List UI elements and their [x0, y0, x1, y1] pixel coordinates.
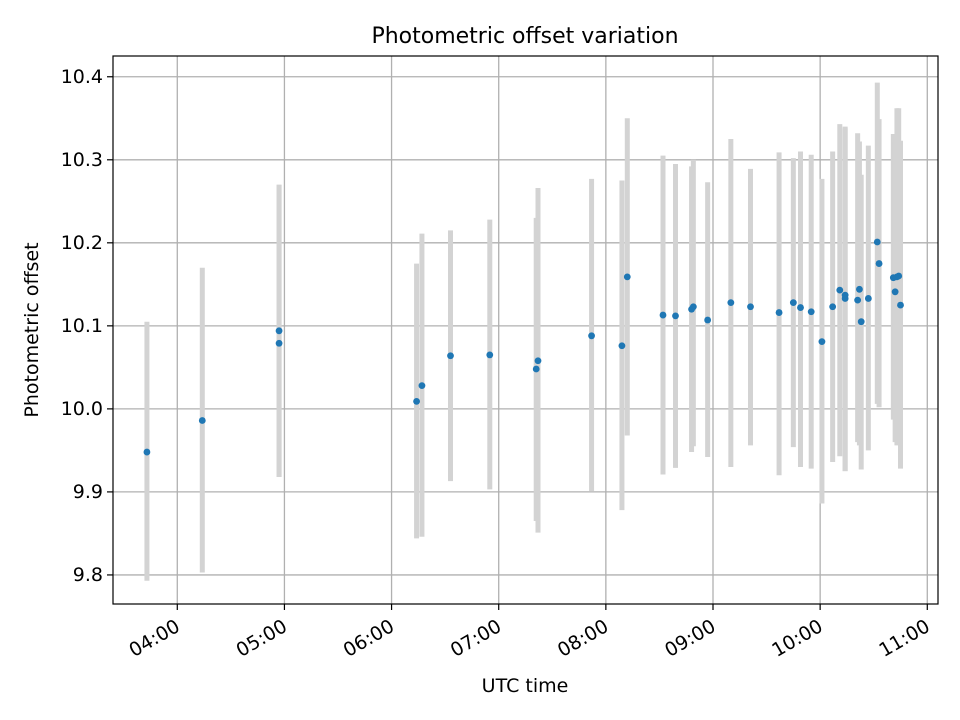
data-point [623, 273, 631, 281]
data-point [895, 272, 903, 280]
data-point [659, 311, 667, 319]
data-point [891, 288, 899, 296]
data-point [775, 309, 783, 316]
data-point [829, 303, 837, 311]
y-axis-ticks: 9.8 9.9 10.0 10.1 10.2 10.3 10.4 [61, 66, 113, 586]
y-tick-label: 10.1 [61, 315, 103, 337]
y-tick-label: 10.2 [61, 232, 103, 254]
data-point [856, 285, 863, 293]
data-point [897, 301, 904, 309]
data-point [588, 332, 595, 340]
data-point [447, 352, 454, 360]
data-point [418, 382, 426, 390]
data-point [618, 342, 626, 350]
y-tick-label: 10.4 [61, 66, 103, 88]
plot-frame [112, 55, 939, 605]
data-point [486, 351, 494, 359]
data-point [198, 417, 206, 424]
data-point [873, 238, 881, 246]
data-point [672, 312, 679, 320]
data-point [413, 398, 420, 405]
data-point [841, 291, 849, 299]
data-point [864, 295, 872, 302]
data-point [789, 299, 797, 306]
data-point [797, 304, 804, 311]
data-point [854, 296, 862, 304]
data-point [689, 303, 697, 311]
data-point [836, 286, 844, 294]
data-point [275, 339, 283, 347]
data-points [143, 238, 904, 456]
data-point [747, 303, 754, 311]
x-axis-title: UTC time [482, 675, 569, 697]
data-point [818, 338, 826, 346]
chart-title: Photometric offset variation [371, 24, 678, 49]
y-tick-label: 10.3 [61, 149, 103, 171]
data-point [532, 365, 540, 373]
y-tick-label: 9.9 [73, 481, 103, 503]
data-point [875, 260, 883, 267]
data-point [275, 327, 283, 335]
y-tick-label: 10.0 [61, 398, 103, 420]
data-point [143, 448, 151, 456]
y-axis-title: Photometric offset [21, 242, 43, 417]
data-point [704, 316, 712, 324]
data-point [727, 299, 735, 306]
data-point [807, 308, 815, 316]
data-point [534, 357, 542, 365]
data-point [857, 318, 865, 326]
y-tick-label: 9.8 [73, 564, 103, 586]
